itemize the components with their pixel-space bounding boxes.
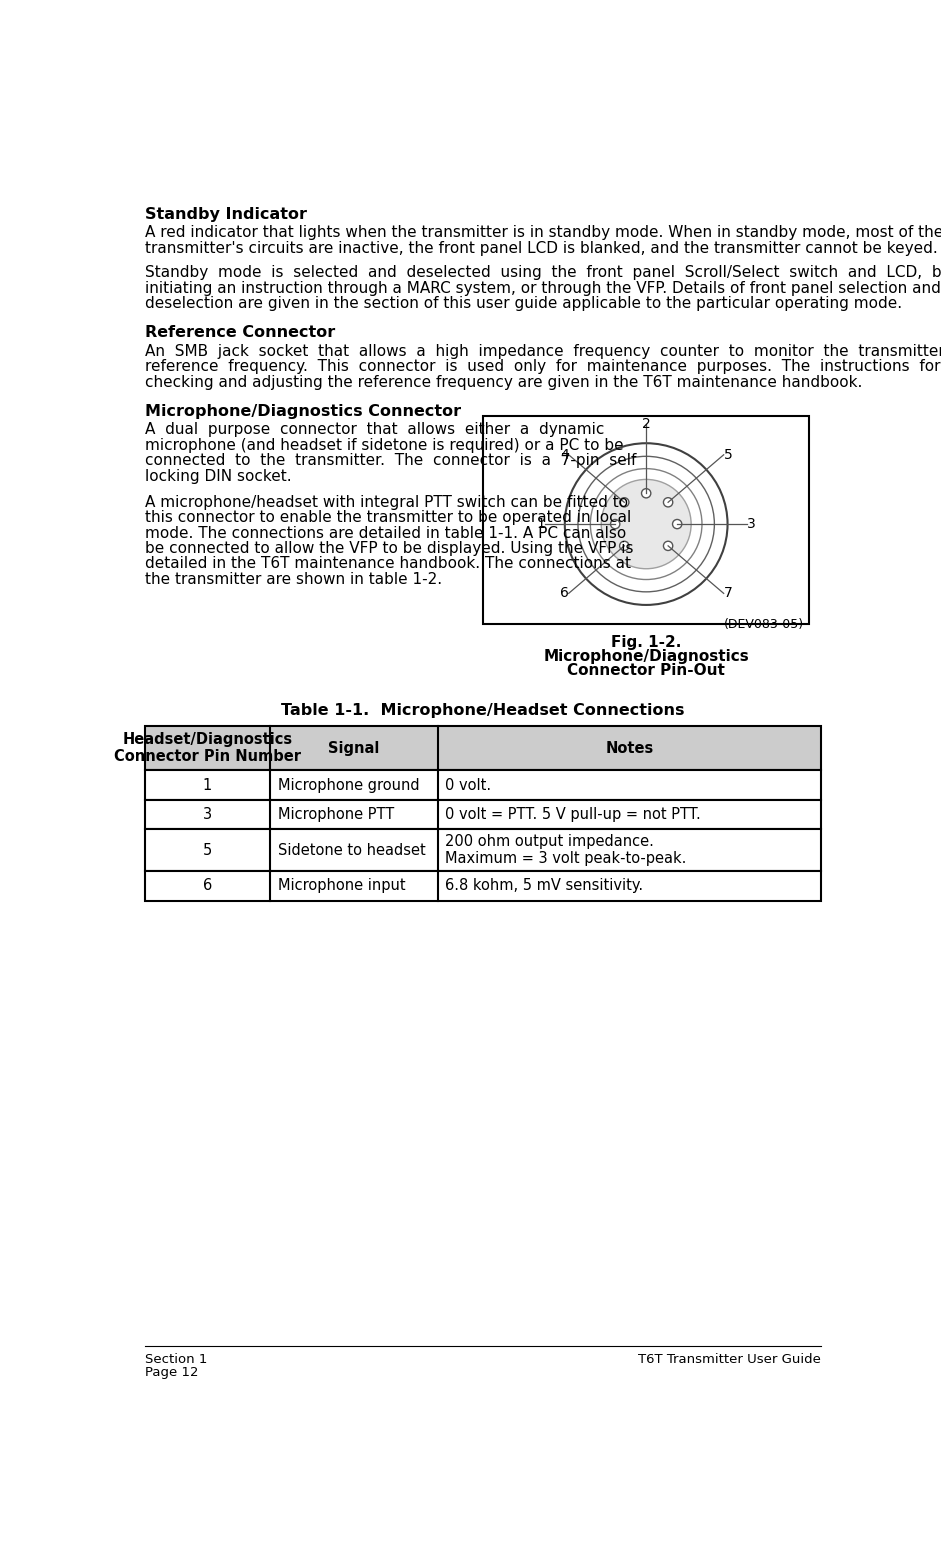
Circle shape <box>601 480 691 568</box>
Circle shape <box>619 542 629 551</box>
Text: Standby  mode  is  selected  and  deselected  using  the  front  panel  Scroll/S: Standby mode is selected and deselected … <box>145 266 941 281</box>
Text: Reference Connector: Reference Connector <box>145 326 335 340</box>
Circle shape <box>663 497 673 506</box>
Text: 0 volt.: 0 volt. <box>445 778 491 792</box>
Text: Signal: Signal <box>328 741 379 755</box>
Text: locking DIN socket.: locking DIN socket. <box>145 469 292 483</box>
Bar <box>145 770 821 800</box>
Text: Page 12: Page 12 <box>145 1366 199 1379</box>
Text: mode. The connections are detailed in table 1-1. A PC can also: mode. The connections are detailed in ta… <box>145 525 626 540</box>
Bar <box>145 829 821 871</box>
Text: Microphone PTT: Microphone PTT <box>278 808 394 821</box>
Circle shape <box>619 497 629 506</box>
Text: Notes: Notes <box>605 741 654 755</box>
Text: Headset/Diagnostics
Connector Pin Number: Headset/Diagnostics Connector Pin Number <box>114 732 301 764</box>
Text: detailed in the T6T maintenance handbook. The connections at: detailed in the T6T maintenance handbook… <box>145 556 630 571</box>
Text: A red indicator that lights when the transmitter is in standby mode. When in sta: A red indicator that lights when the tra… <box>145 225 941 241</box>
Text: 6.8 kohm, 5 mV sensitivity.: 6.8 kohm, 5 mV sensitivity. <box>445 879 644 894</box>
Text: 6: 6 <box>202 879 212 894</box>
Circle shape <box>673 519 682 528</box>
Text: reference  frequency.  This  connector  is  used  only  for  maintenance  purpos: reference frequency. This connector is u… <box>145 360 940 374</box>
Circle shape <box>578 457 714 591</box>
Text: 6: 6 <box>560 587 568 601</box>
Text: 1: 1 <box>536 517 546 531</box>
Text: Microphone/Diagnostics Connector: Microphone/Diagnostics Connector <box>145 405 461 418</box>
Text: A microphone/headset with integral PTT switch can be fitted to: A microphone/headset with integral PTT s… <box>145 494 628 510</box>
Circle shape <box>611 519 620 528</box>
Text: connected  to  the  transmitter.  The  connector  is  a  7-pin  self: connected to the transmitter. The connec… <box>145 454 636 468</box>
Text: transmitter's circuits are inactive, the front panel LCD is blanked, and the tra: transmitter's circuits are inactive, the… <box>145 241 937 256</box>
Text: (DEV083-05): (DEV083-05) <box>725 618 805 631</box>
Circle shape <box>565 443 727 605</box>
Text: 7: 7 <box>724 587 732 601</box>
Text: 1: 1 <box>202 778 212 792</box>
Circle shape <box>663 542 673 551</box>
Text: the transmitter are shown in table 1-2.: the transmitter are shown in table 1-2. <box>145 571 442 587</box>
Circle shape <box>642 488 651 497</box>
Text: Microphone input: Microphone input <box>278 879 406 894</box>
Bar <box>484 417 809 624</box>
Text: 5: 5 <box>202 843 212 857</box>
Text: An  SMB  jack  socket  that  allows  a  high  impedance  frequency  counter  to : An SMB jack socket that allows a high im… <box>145 344 941 358</box>
Bar <box>145 871 821 900</box>
Text: this connector to enable the transmitter to be operated in local: this connector to enable the transmitter… <box>145 510 631 525</box>
Text: A  dual  purpose  connector  that  allows  either  a  dynamic: A dual purpose connector that allows eit… <box>145 423 604 437</box>
Bar <box>145 726 821 770</box>
Text: Microphone ground: Microphone ground <box>278 778 420 792</box>
Text: 0 volt = PTT. 5 V pull-up = not PTT.: 0 volt = PTT. 5 V pull-up = not PTT. <box>445 808 701 821</box>
Text: Standby Indicator: Standby Indicator <box>145 207 307 222</box>
Text: deselection are given in the section of this user guide applicable to the partic: deselection are given in the section of … <box>145 296 901 312</box>
Text: Sidetone to headset: Sidetone to headset <box>278 843 425 857</box>
Text: 3: 3 <box>202 808 212 821</box>
Circle shape <box>590 469 702 579</box>
Text: microphone (and headset if sidetone is required) or a PC to be: microphone (and headset if sidetone is r… <box>145 438 623 452</box>
Text: 200 ohm output impedance.
Maximum = 3 volt peak-to-peak.: 200 ohm output impedance. Maximum = 3 vo… <box>445 834 687 866</box>
Text: initiating an instruction through a MARC system, or through the VFP. Details of : initiating an instruction through a MARC… <box>145 281 941 296</box>
Text: Connector Pin-Out: Connector Pin-Out <box>567 662 726 678</box>
Bar <box>145 800 821 829</box>
Text: 2: 2 <box>642 417 650 431</box>
Text: 5: 5 <box>724 448 732 462</box>
Text: 4: 4 <box>560 448 568 462</box>
Text: Microphone/Diagnostics: Microphone/Diagnostics <box>543 648 749 664</box>
Text: checking and adjusting the reference frequency are given in the T6T maintenance : checking and adjusting the reference fre… <box>145 375 862 389</box>
Text: Fig. 1-2.: Fig. 1-2. <box>611 635 681 650</box>
Text: Table 1-1.  Microphone/Headset Connections: Table 1-1. Microphone/Headset Connection… <box>281 703 685 718</box>
Text: T6T Transmitter User Guide: T6T Transmitter User Guide <box>638 1353 821 1365</box>
Text: 3: 3 <box>747 517 756 531</box>
Text: Section 1: Section 1 <box>145 1353 207 1365</box>
Text: be connected to allow the VFP to be displayed. Using the VFP is: be connected to allow the VFP to be disp… <box>145 540 633 556</box>
